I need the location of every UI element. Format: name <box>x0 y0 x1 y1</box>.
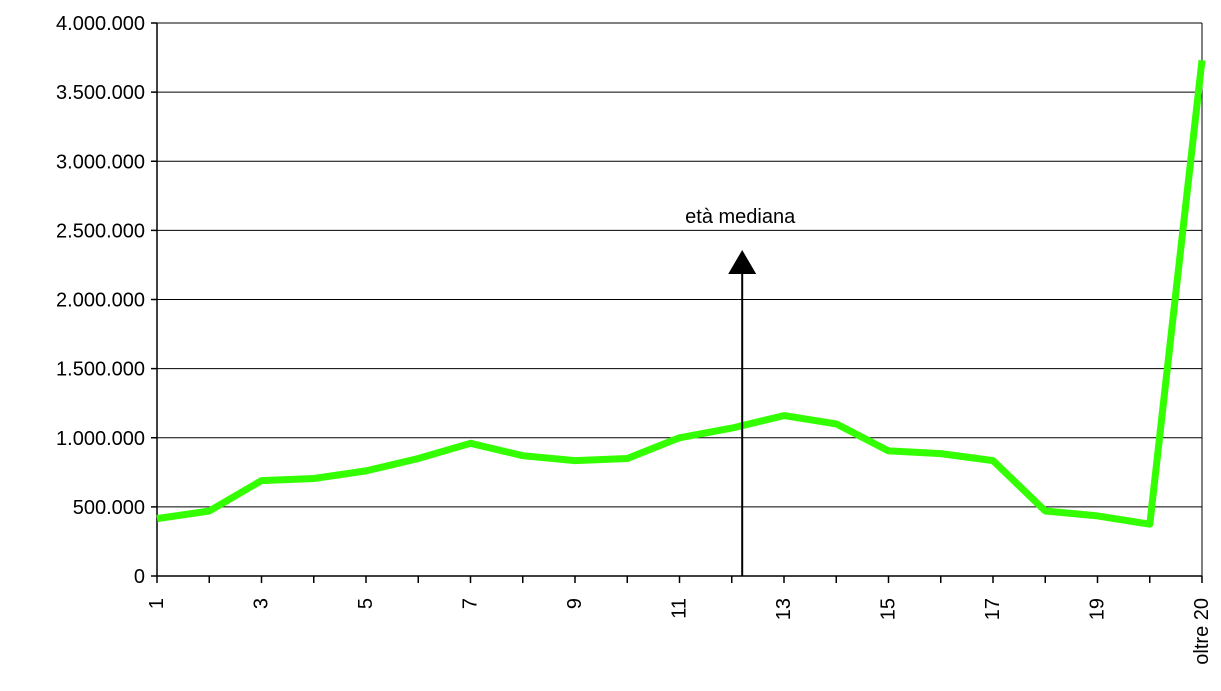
x-tick-label: 13 <box>773 598 795 620</box>
x-tick-label: oltre 20 <box>1191 598 1213 665</box>
median-arrow-head <box>728 250 757 274</box>
median-label: età mediana <box>685 206 796 228</box>
x-tick-label: 7 <box>460 598 482 609</box>
y-tick-label: 500.000 <box>73 497 145 519</box>
x-tick-label: 17 <box>982 598 1004 620</box>
x-tick-label: 3 <box>251 598 273 609</box>
x-tick-label: 1 <box>146 598 168 609</box>
y-tick-label: 1.500.000 <box>56 359 145 381</box>
x-tick-label: 9 <box>564 598 586 609</box>
x-tick-label: 5 <box>355 598 377 609</box>
series-line <box>156 59 1206 528</box>
grid-lines <box>157 22 1202 508</box>
y-tick-label: 1.000.000 <box>56 428 145 450</box>
x-tick-label: 19 <box>1087 598 1109 620</box>
y-tick-label: 3.000.000 <box>56 151 145 173</box>
y-tick-label: 0 <box>134 566 145 588</box>
x-axis-ticks: 1 3 5 7 9 11 13 15 17 19 oltre 20 <box>146 576 1213 665</box>
y-tick-label: 2.000.000 <box>56 290 145 312</box>
y-tick-label: 4.000.000 <box>56 13 145 35</box>
y-axis-ticks: 0 500.000 1.000.000 1.500.000 2.000.000 2.500… <box>56 13 157 588</box>
y-tick-label: 3.500.000 <box>56 82 145 104</box>
x-tick-label: 11 <box>669 598 691 619</box>
median-age-annotation: età mediana <box>685 206 796 576</box>
y-tick-label: 2.500.000 <box>56 220 145 242</box>
series-group <box>156 59 1206 528</box>
x-tick-label: 15 <box>878 598 900 620</box>
